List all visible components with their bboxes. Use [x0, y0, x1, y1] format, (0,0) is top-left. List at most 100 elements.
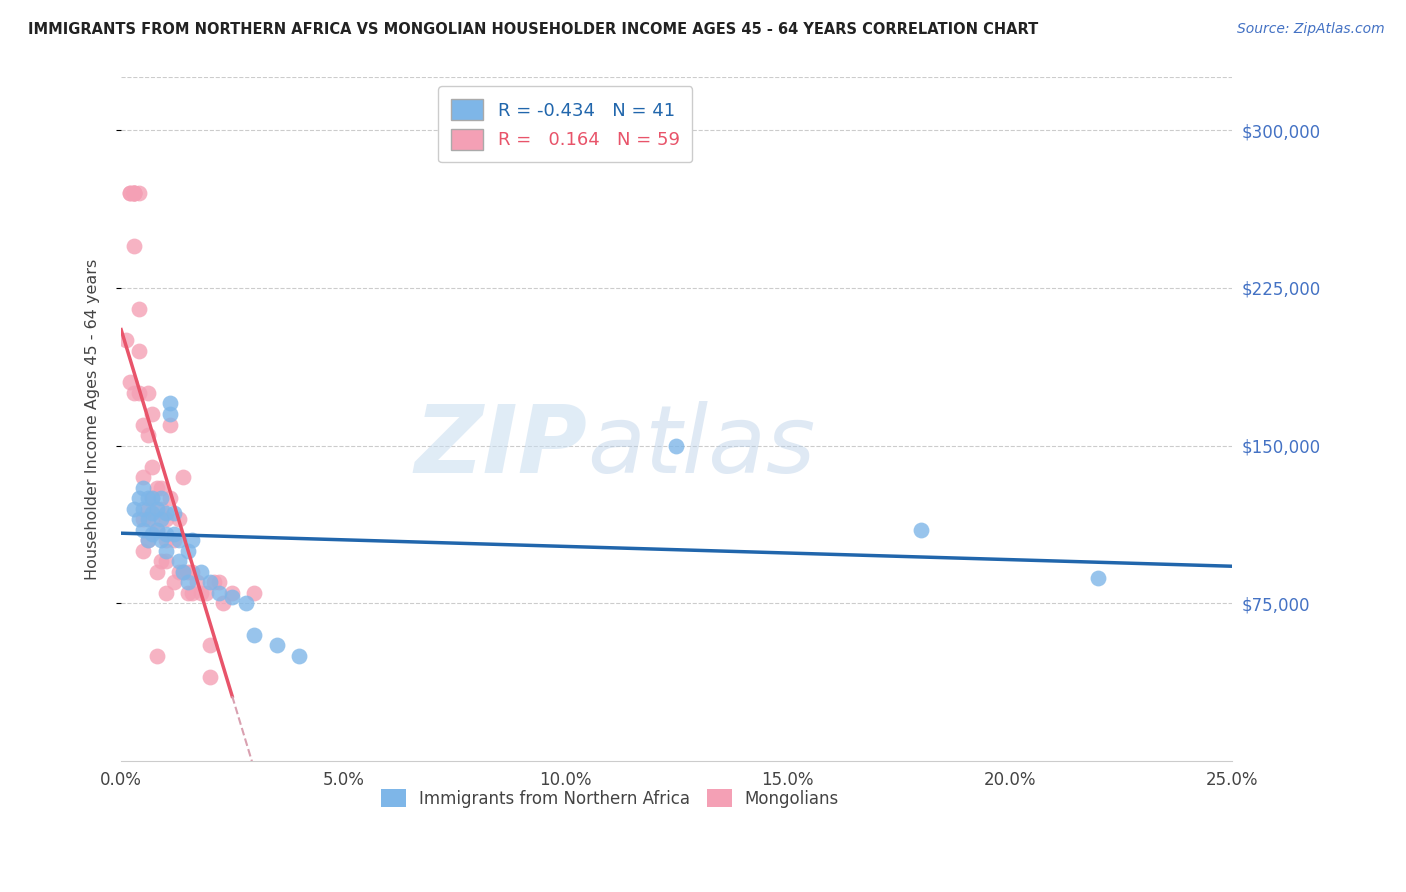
- Point: [132, 543, 155, 558]
- Point: [145, 523, 167, 537]
- Y-axis label: Householder Income Ages 45 - 64 years: Householder Income Ages 45 - 64 years: [86, 259, 100, 580]
- Point: [177, 586, 200, 600]
- Point: [163, 533, 186, 548]
- Point: [198, 575, 221, 590]
- Point: [243, 628, 266, 642]
- Point: [163, 506, 186, 520]
- Point: [124, 386, 146, 401]
- Point: [132, 481, 155, 495]
- Point: [190, 565, 212, 579]
- Point: [132, 470, 155, 484]
- Point: [172, 470, 194, 484]
- Point: [221, 590, 243, 604]
- Point: [167, 565, 190, 579]
- Point: [118, 186, 141, 201]
- Point: [136, 512, 159, 526]
- Point: [128, 491, 150, 505]
- Point: [186, 575, 208, 590]
- Point: [141, 407, 163, 421]
- Point: [124, 186, 146, 201]
- Point: [128, 343, 150, 358]
- Point: [167, 554, 190, 568]
- Point: [181, 565, 204, 579]
- Point: [136, 491, 159, 505]
- Point: [177, 565, 200, 579]
- Point: [132, 512, 155, 526]
- Point: [141, 506, 163, 520]
- Point: [155, 512, 177, 526]
- Point: [128, 386, 150, 401]
- Point: [145, 565, 167, 579]
- Point: [172, 565, 194, 579]
- Point: [198, 639, 221, 653]
- Point: [204, 575, 226, 590]
- Legend: Immigrants from Northern Africa, Mongolians: Immigrants from Northern Africa, Mongoli…: [374, 782, 846, 814]
- Point: [124, 501, 146, 516]
- Point: [132, 523, 155, 537]
- Point: [167, 512, 190, 526]
- Point: [172, 565, 194, 579]
- Point: [208, 586, 231, 600]
- Point: [177, 575, 200, 590]
- Point: [167, 533, 190, 548]
- Point: [208, 575, 231, 590]
- Point: [159, 396, 181, 410]
- Point: [114, 334, 136, 348]
- Point: [141, 459, 163, 474]
- Point: [266, 639, 288, 653]
- Point: [163, 575, 186, 590]
- Point: [128, 301, 150, 316]
- Point: [212, 596, 235, 610]
- Text: ZIP: ZIP: [415, 401, 588, 492]
- Point: [243, 586, 266, 600]
- Text: IMMIGRANTS FROM NORTHERN AFRICA VS MONGOLIAN HOUSEHOLDER INCOME AGES 45 - 64 YEA: IMMIGRANTS FROM NORTHERN AFRICA VS MONGO…: [28, 22, 1039, 37]
- Point: [118, 186, 141, 201]
- Point: [145, 501, 167, 516]
- Point: [141, 512, 163, 526]
- Point: [159, 407, 181, 421]
- Text: atlas: atlas: [588, 401, 815, 492]
- Point: [198, 670, 221, 684]
- Point: [221, 586, 243, 600]
- Point: [124, 186, 146, 201]
- Point: [128, 512, 150, 526]
- Point: [155, 533, 177, 548]
- Text: Source: ZipAtlas.com: Source: ZipAtlas.com: [1237, 22, 1385, 37]
- Point: [177, 543, 200, 558]
- Point: [1087, 571, 1109, 585]
- Point: [150, 533, 173, 548]
- Point: [181, 586, 204, 600]
- Point: [124, 238, 146, 252]
- Point: [141, 491, 163, 505]
- Point: [235, 596, 257, 610]
- Point: [155, 506, 177, 520]
- Point: [155, 543, 177, 558]
- Point: [150, 481, 173, 495]
- Point: [155, 527, 177, 541]
- Point: [145, 648, 167, 663]
- Point: [132, 417, 155, 432]
- Point: [194, 586, 217, 600]
- Point: [150, 512, 173, 526]
- Point: [136, 501, 159, 516]
- Point: [910, 523, 932, 537]
- Point: [128, 186, 150, 201]
- Point: [665, 438, 688, 452]
- Point: [145, 523, 167, 537]
- Point: [136, 428, 159, 442]
- Point: [124, 186, 146, 201]
- Point: [190, 586, 212, 600]
- Point: [136, 533, 159, 548]
- Point: [118, 376, 141, 390]
- Point: [150, 491, 173, 505]
- Point: [141, 527, 163, 541]
- Point: [124, 186, 146, 201]
- Point: [141, 491, 163, 505]
- Point: [159, 417, 181, 432]
- Point: [150, 554, 173, 568]
- Point: [159, 491, 181, 505]
- Point: [288, 648, 311, 663]
- Point: [163, 527, 186, 541]
- Point: [155, 586, 177, 600]
- Point: [155, 554, 177, 568]
